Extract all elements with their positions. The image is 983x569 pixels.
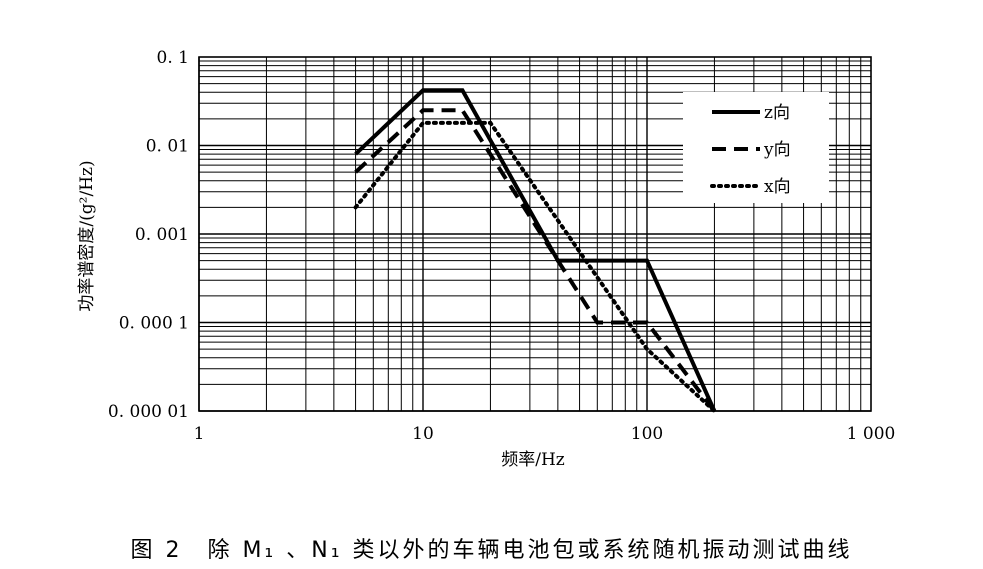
legend-label-z: z向 bbox=[764, 103, 790, 123]
x-tick-label: 1 bbox=[194, 424, 205, 444]
psd-chart: 1 10 100 1 000 0. 1 0. 01 0. 001 0. 000 1 0. 000… bbox=[77, 48, 895, 470]
legend: z向 y向 x向 bbox=[683, 92, 829, 203]
x-tick-label: 10 bbox=[412, 424, 434, 444]
x-tick-label: 1 000 bbox=[847, 424, 896, 444]
y-tick-label: 0. 000 01 bbox=[108, 402, 189, 422]
tick-labels: 1 10 100 1 000 0. 1 0. 01 0. 001 0. 000 1 0. 000… bbox=[108, 48, 895, 444]
plot-frame bbox=[198, 56, 872, 412]
series-line-z bbox=[354, 88, 717, 412]
plot-border bbox=[198, 56, 872, 412]
legend-label-x: x向 bbox=[764, 177, 791, 197]
x-tick-label: 100 bbox=[631, 424, 663, 444]
x-axis-label: 频率/Hz bbox=[501, 450, 565, 470]
grid bbox=[198, 57, 871, 412]
series-line-x bbox=[353, 120, 717, 413]
figure-caption: 图 2 除 M₁ 、N₁ 类以外的车辆电池包或系统随机振动测试曲线 bbox=[130, 538, 853, 563]
y-tick-label: 0. 1 bbox=[157, 48, 189, 68]
legend-label-y: y向 bbox=[763, 140, 791, 160]
y-tick-label: 0. 001 bbox=[135, 225, 189, 245]
series-lines bbox=[353, 88, 717, 413]
y-tick-label: 0. 000 1 bbox=[119, 314, 189, 334]
y-tick-label: 0. 01 bbox=[146, 137, 189, 157]
y-axis-label: 功率谱密度/(g²/Hz) bbox=[77, 160, 97, 311]
series-line-y bbox=[354, 108, 716, 413]
